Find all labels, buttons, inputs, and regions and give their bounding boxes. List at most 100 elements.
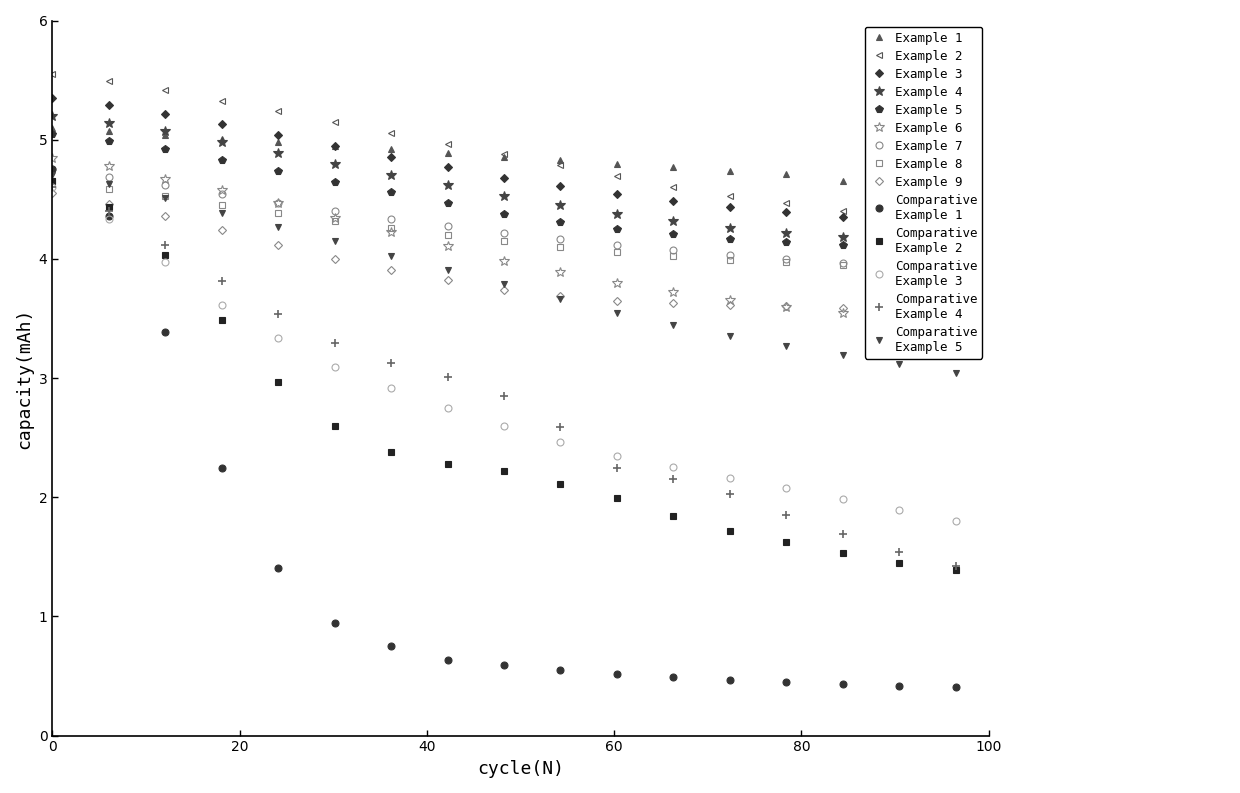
Example 3 bbox=[294, 135, 309, 144]
Line: Example 6: Example 6 bbox=[47, 153, 993, 329]
Example 5 bbox=[981, 242, 996, 251]
Example 5 bbox=[892, 242, 906, 251]
Example 2 bbox=[83, 75, 98, 84]
Comparative
Example 4 bbox=[83, 197, 98, 206]
Example 9 bbox=[219, 227, 234, 236]
Example 8 bbox=[294, 212, 309, 221]
Example 2 bbox=[981, 224, 996, 234]
Example 3 bbox=[901, 216, 916, 226]
Comparative
Example 3 bbox=[219, 304, 234, 313]
Example 9 bbox=[934, 307, 949, 316]
Comparative
Example 5 bbox=[83, 175, 98, 185]
Comparative
Example 2 bbox=[45, 177, 60, 186]
Comparative
Example 4 bbox=[981, 570, 996, 580]
Example 8 bbox=[102, 184, 117, 193]
Example 5 bbox=[294, 170, 309, 180]
Comparative
Example 3 bbox=[102, 214, 117, 224]
Example 6 bbox=[219, 186, 234, 196]
Line: Comparative
Example 5: Comparative Example 5 bbox=[48, 172, 992, 381]
Example 7 bbox=[102, 172, 117, 182]
Line: Comparative
Example 4: Comparative Example 4 bbox=[48, 183, 993, 579]
Line: Example 5: Example 5 bbox=[48, 129, 993, 251]
Comparative
Example 3 bbox=[45, 182, 60, 192]
Comparative
Example 5 bbox=[102, 179, 117, 189]
Example 6 bbox=[294, 205, 309, 214]
Example 4 bbox=[901, 236, 916, 245]
Example 5 bbox=[939, 242, 954, 251]
Line: Comparative
Example 2: Comparative Example 2 bbox=[50, 178, 992, 577]
Line: Example 1: Example 1 bbox=[48, 125, 992, 203]
Example 8 bbox=[45, 177, 60, 186]
Comparative
Example 4 bbox=[294, 321, 309, 331]
Example 1 bbox=[934, 189, 949, 198]
Example 3 bbox=[45, 94, 60, 103]
Comparative
Example 3 bbox=[901, 507, 916, 516]
Example 8 bbox=[219, 201, 234, 210]
Comparative
Example 1 bbox=[83, 189, 98, 198]
Example 4 bbox=[934, 236, 949, 245]
Example 8 bbox=[934, 264, 949, 274]
Example 9 bbox=[981, 308, 996, 317]
Example 4 bbox=[981, 236, 996, 246]
Example 6 bbox=[981, 320, 996, 329]
Example 7 bbox=[981, 272, 996, 282]
Comparative
Example 2 bbox=[219, 320, 234, 330]
Example 1 bbox=[981, 194, 996, 204]
Comparative
Example 3 bbox=[83, 201, 98, 211]
Line: Example 2: Example 2 bbox=[48, 71, 992, 232]
Example 9 bbox=[83, 195, 98, 205]
Comparative
Example 5 bbox=[901, 361, 916, 370]
Comparative
Example 2 bbox=[294, 396, 309, 406]
Comparative
Example 1 bbox=[901, 681, 916, 691]
Example 8 bbox=[901, 263, 916, 273]
Example 3 bbox=[83, 98, 98, 108]
Example 7 bbox=[294, 201, 309, 211]
Example 4 bbox=[83, 116, 98, 125]
Y-axis label: capacity(mAh): capacity(mAh) bbox=[15, 308, 33, 449]
Comparative
Example 2 bbox=[934, 564, 949, 573]
Comparative
Example 3 bbox=[981, 523, 996, 532]
Example 3 bbox=[934, 217, 949, 227]
Example 1 bbox=[294, 139, 309, 148]
Comparative
Example 1 bbox=[981, 683, 996, 692]
Comparative
Example 1 bbox=[934, 682, 949, 691]
Line: Example 3: Example 3 bbox=[50, 95, 992, 226]
Comparative
Example 5 bbox=[294, 228, 309, 238]
Example 1 bbox=[901, 184, 916, 193]
Example 2 bbox=[102, 77, 117, 86]
Example 8 bbox=[981, 266, 996, 275]
X-axis label: cycle(N): cycle(N) bbox=[477, 760, 564, 778]
Example 2 bbox=[294, 111, 309, 121]
Example 2 bbox=[934, 218, 949, 228]
Example 1 bbox=[83, 125, 98, 135]
Comparative
Example 4 bbox=[934, 558, 949, 568]
Example 9 bbox=[45, 189, 60, 198]
Comparative
Example 2 bbox=[901, 560, 916, 569]
Line: Example 7: Example 7 bbox=[48, 166, 992, 280]
Comparative
Example 1 bbox=[219, 474, 234, 484]
Comparative
Example 4 bbox=[901, 550, 916, 559]
Example 7 bbox=[901, 264, 916, 274]
Comparative
Example 2 bbox=[981, 570, 996, 580]
Example 3 bbox=[219, 121, 234, 130]
Example 2 bbox=[901, 214, 916, 224]
Example 1 bbox=[219, 134, 234, 144]
Example 8 bbox=[83, 182, 98, 191]
Example 1 bbox=[45, 123, 60, 132]
Example 5 bbox=[219, 156, 234, 166]
Comparative
Example 4 bbox=[102, 207, 117, 216]
Example 7 bbox=[219, 190, 234, 200]
Example 4 bbox=[45, 111, 60, 121]
Example 6 bbox=[934, 316, 949, 326]
Comparative
Example 2 bbox=[102, 202, 117, 212]
Comparative
Example 1 bbox=[294, 589, 309, 599]
Comparative
Example 5 bbox=[981, 374, 996, 383]
Example 5 bbox=[102, 136, 117, 146]
Line: Example 8: Example 8 bbox=[50, 178, 992, 274]
Comparative
Example 4 bbox=[45, 182, 60, 192]
Example 4 bbox=[102, 118, 117, 128]
Comparative
Example 5 bbox=[45, 170, 60, 180]
Example 1 bbox=[102, 126, 117, 136]
Line: Comparative
Example 3: Comparative Example 3 bbox=[48, 184, 992, 531]
Comparative
Example 1 bbox=[102, 212, 117, 221]
